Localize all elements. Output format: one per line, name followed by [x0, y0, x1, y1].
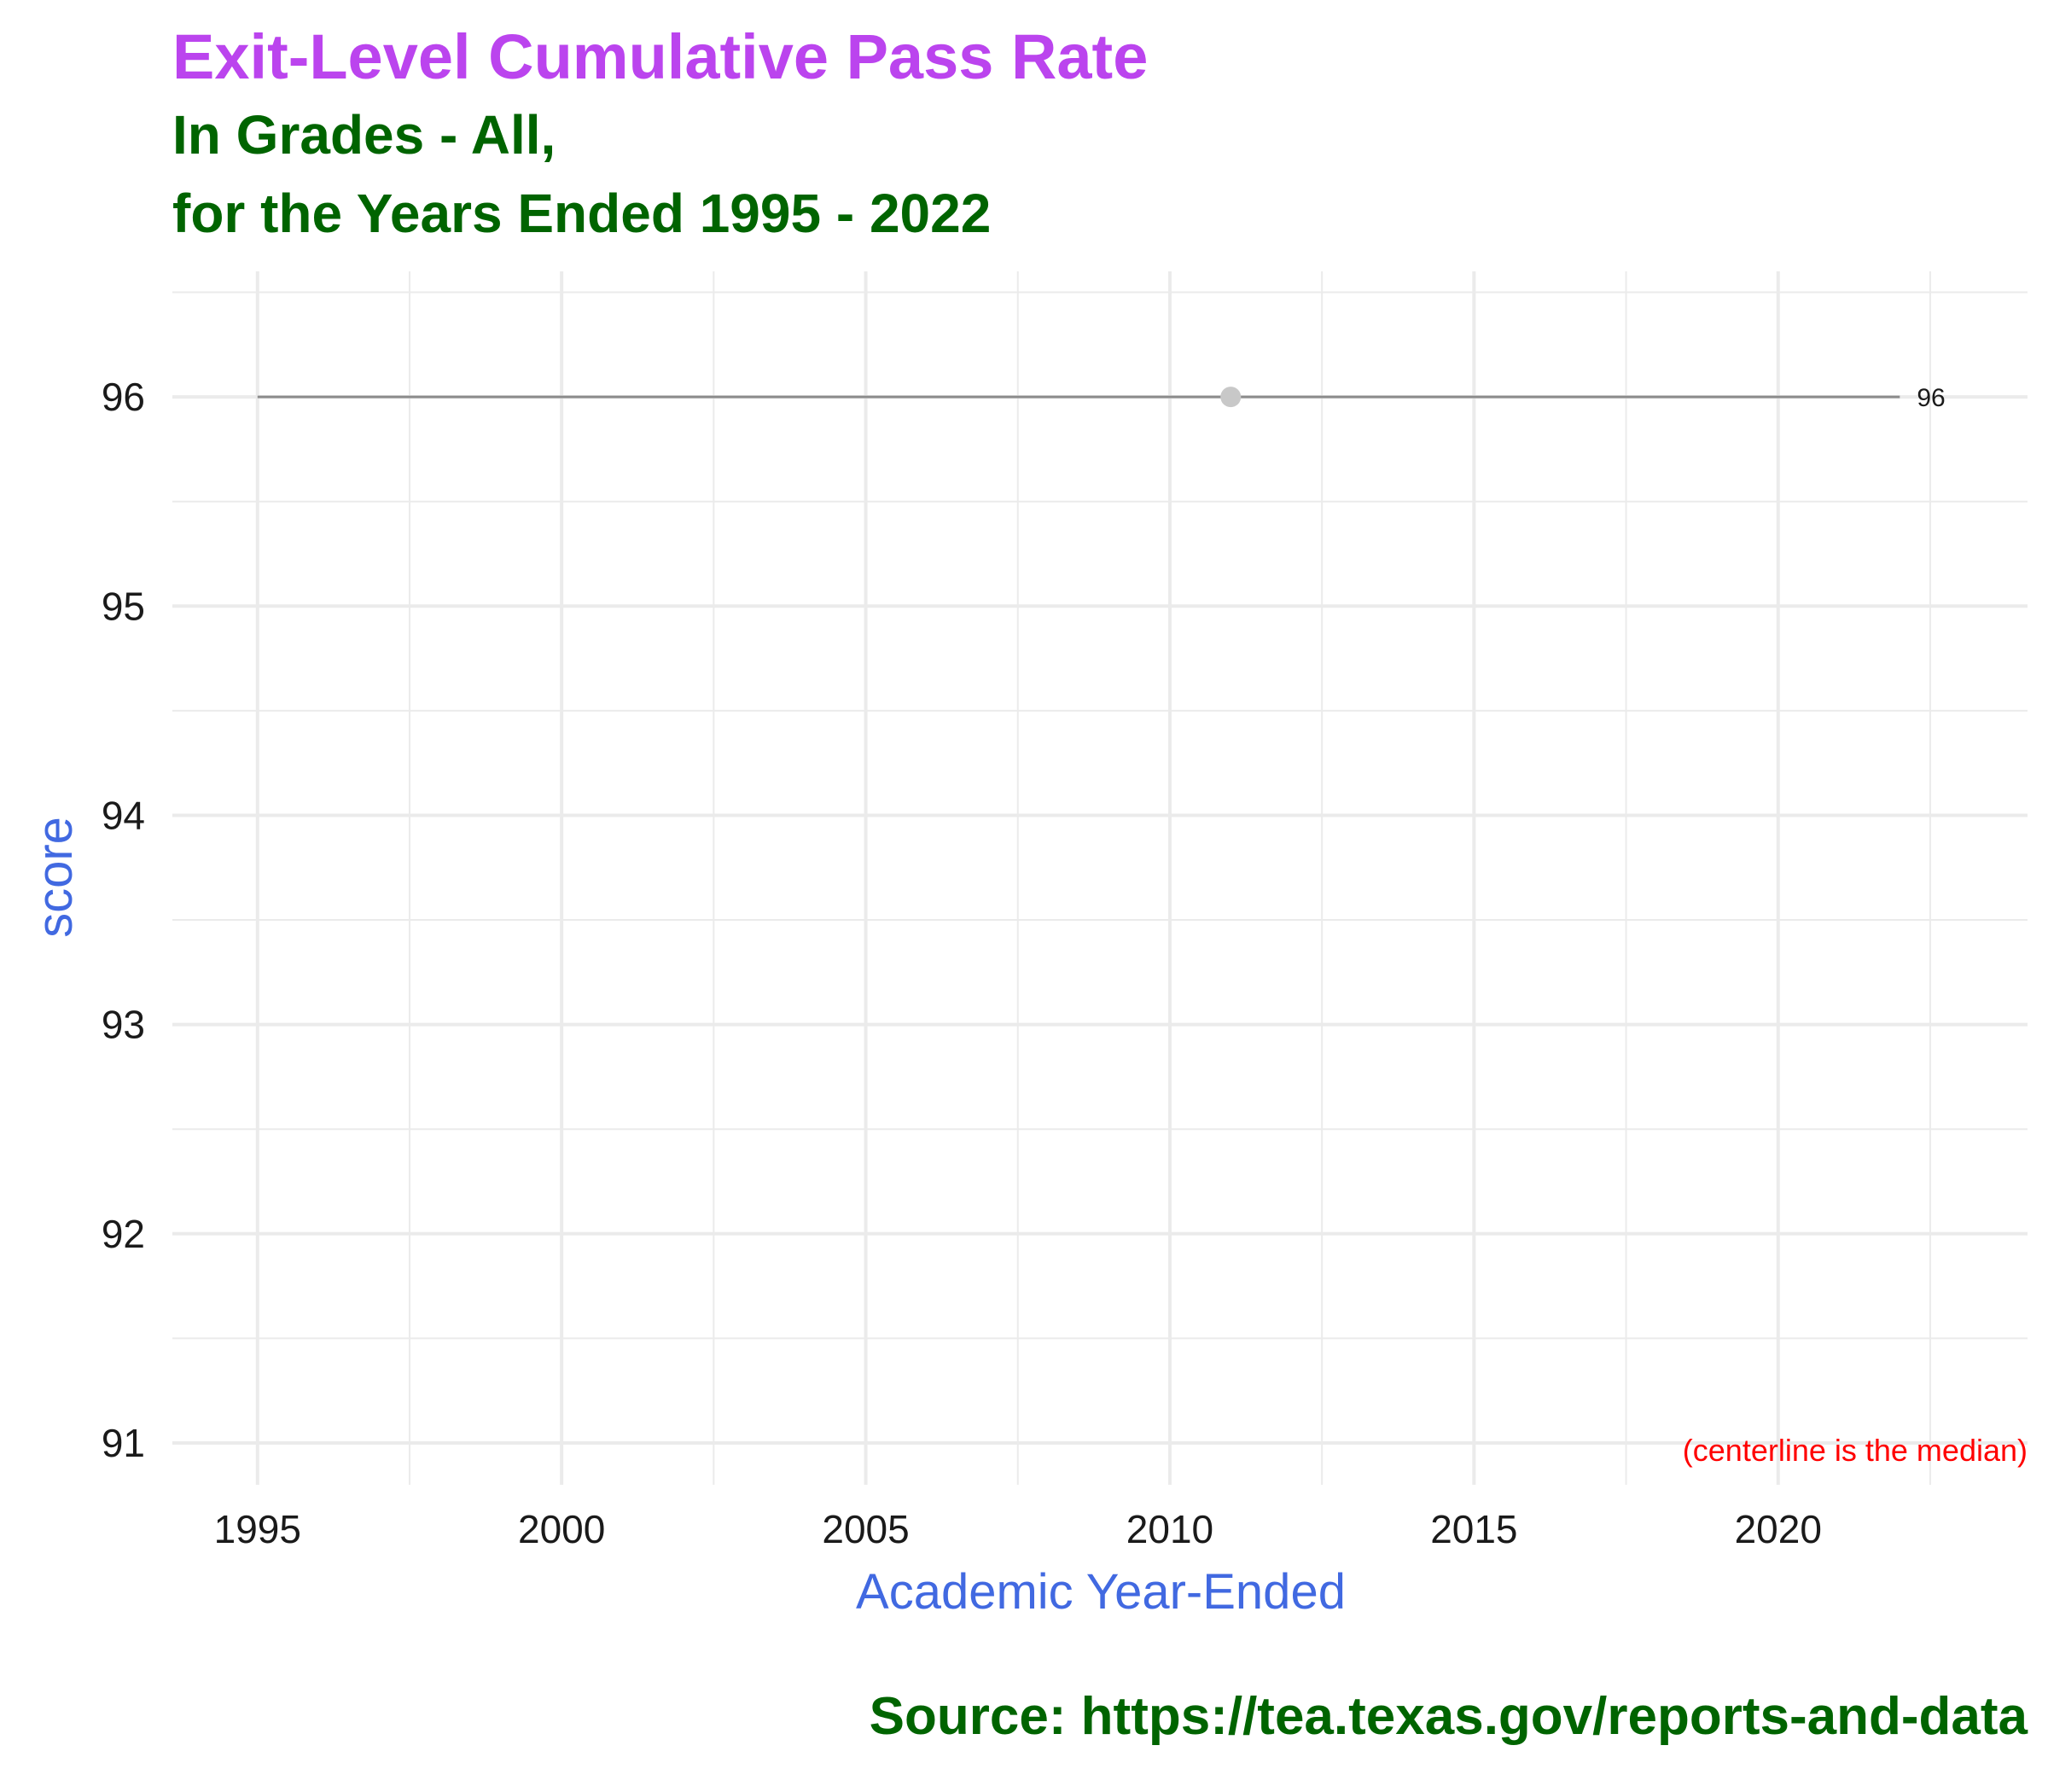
series: 96	[257, 384, 1946, 412]
median-annotation: (centerline is the median)	[1683, 1433, 2028, 1468]
grid	[172, 271, 2028, 1485]
x-axis-title: Academic Year-Ended	[856, 1564, 1346, 1620]
x-tick-label: 2015	[1430, 1507, 1517, 1551]
x-tick-label: 2010	[1126, 1507, 1213, 1551]
x-tick-label: 2020	[1735, 1507, 1822, 1551]
end-value-label: 96	[1917, 384, 1945, 412]
y-tick-label: 95	[102, 584, 145, 628]
y-tick-label: 92	[102, 1212, 145, 1256]
data-point	[1220, 387, 1242, 408]
x-tick-label: 1995	[214, 1507, 301, 1551]
y-tick-label: 91	[102, 1421, 145, 1465]
y-tick-label: 94	[102, 793, 145, 837]
x-tick-label: 2005	[822, 1507, 909, 1551]
y-axis-title: score	[27, 817, 83, 938]
chart-title: Exit-Level Cumulative Pass Rate	[172, 21, 1148, 92]
x-tick-label: 2000	[518, 1507, 605, 1551]
y-tick-labels: 91 92 93 94 95 96	[102, 375, 145, 1465]
x-tick-labels: 1995 2000 2005 2010 2015 2020	[214, 1507, 1822, 1551]
y-tick-label: 93	[102, 1003, 145, 1047]
source-caption: Source: https://tea.texas.gov/reports-an…	[870, 1687, 2028, 1746]
chart-subtitle-line-2: for the Years Ended 1995 - 2022	[172, 183, 991, 244]
chart-subtitle-line-1: In Grades - All,	[172, 104, 556, 166]
y-tick-label: 96	[102, 375, 145, 419]
